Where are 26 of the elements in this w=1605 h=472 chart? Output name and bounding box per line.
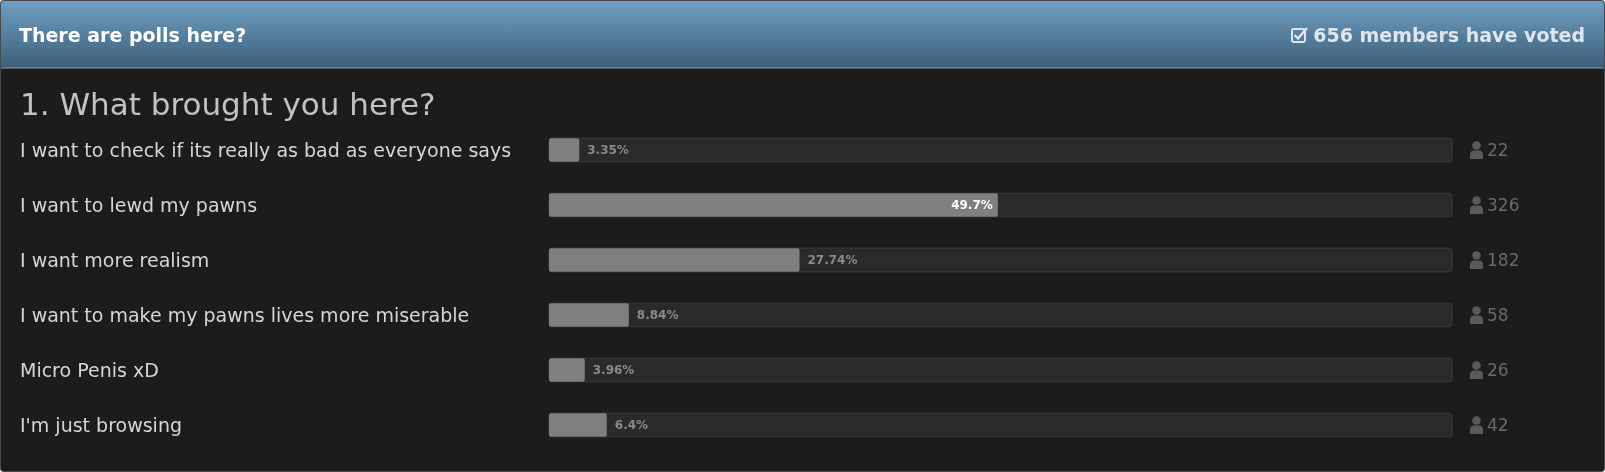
y-tick-label: Micro Penis xD (20, 359, 159, 382)
y-tick-label: I want to make my pawns lives more miserable (20, 304, 470, 326)
bar (549, 413, 607, 437)
y-tick-label: I want to lewd my pawns (20, 193, 258, 216)
text: 26 (1487, 360, 1509, 381)
text: 326 (1487, 194, 1520, 215)
text: 182 (1487, 250, 1520, 270)
text: 22 (1487, 139, 1509, 160)
data-label: 3.96% (592, 363, 635, 378)
bar (549, 138, 580, 162)
y-tick-label: I want to check if its really as bad as everyone says (20, 138, 512, 161)
y-tick-label: I'm just browsing (20, 414, 182, 437)
data-label: 8.84% (636, 308, 679, 322)
bar (549, 248, 800, 272)
data-label: 6.4% (614, 418, 649, 433)
bar (549, 358, 585, 382)
bar (549, 303, 629, 327)
text: 58 (1487, 305, 1509, 325)
text: 42 (1487, 415, 1509, 436)
data-label: 3.35% (587, 142, 629, 157)
data-label: 49.7% (951, 197, 993, 212)
data-label: 27.74% (807, 253, 858, 267)
y-tick-label: I want more realism (20, 249, 210, 271)
text: 656 members have voted (1313, 24, 1585, 46)
text: There are polls here? (19, 24, 247, 46)
text: 1. What brought you here? (20, 86, 436, 122)
